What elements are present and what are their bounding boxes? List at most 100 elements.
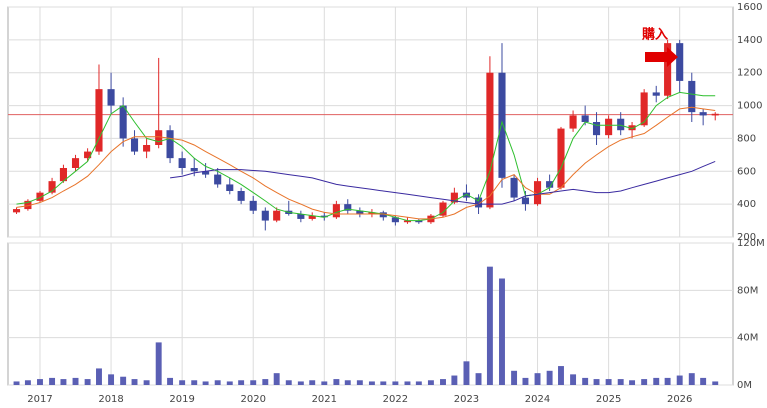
candle-body: [95, 89, 103, 152]
y-tick-label: 600: [737, 166, 756, 177]
x-tick-label: 2025: [596, 394, 621, 405]
moving-average: [16, 91, 716, 222]
candle-body: [119, 105, 127, 139]
moving-average: [170, 160, 716, 205]
volume-bar: [37, 379, 43, 385]
volume-bar: [629, 380, 636, 385]
volume-bar: [96, 368, 102, 385]
candle-body: [130, 138, 139, 152]
candle-body: [320, 215, 328, 218]
candle-body: [379, 212, 387, 218]
volume-bar: [404, 381, 411, 385]
volume-bar: [72, 377, 79, 385]
volume-bar: [570, 374, 577, 385]
volume-bar: [534, 373, 541, 385]
volume-bar: [712, 381, 719, 385]
volume-bar: [392, 381, 399, 385]
volume-bar: [49, 377, 56, 385]
candle-body: [332, 204, 340, 218]
candle-body: [640, 92, 648, 126]
candle-body: [84, 151, 92, 159]
y-tick-label: 1200: [737, 68, 762, 79]
volume-bar: [427, 380, 434, 385]
volume-bar: [582, 377, 589, 385]
candle-body: [676, 43, 684, 81]
candle-body: [273, 210, 281, 221]
volume-bar: [486, 266, 493, 385]
volume-bar: [511, 370, 518, 385]
candle-body: [450, 192, 458, 203]
candle-body: [533, 181, 542, 205]
y-tick-label: 200: [737, 232, 756, 243]
volume-bar: [676, 375, 683, 385]
volume-bar: [605, 379, 612, 385]
x-tick-label: 2017: [27, 394, 52, 405]
y-tick-label: 80M: [737, 285, 758, 296]
x-tick-label: 2018: [98, 394, 123, 405]
candle-body: [36, 192, 44, 201]
candle-body: [249, 200, 257, 211]
candle-body: [486, 72, 494, 208]
candle-body: [711, 113, 719, 116]
y-tick-label: 1000: [737, 101, 762, 112]
volume-bar: [463, 361, 470, 385]
candle-body: [190, 168, 198, 172]
candle-body: [12, 209, 21, 213]
x-tick-label: 2026: [667, 394, 692, 405]
candle-body: [59, 168, 67, 182]
volume-bar: [214, 380, 221, 385]
candle-body: [166, 130, 174, 159]
candle-body: [664, 43, 672, 96]
volume-bar: [285, 380, 292, 385]
volume-bar: [440, 379, 446, 385]
volume-bar: [309, 380, 316, 385]
y-tick-label: 1400: [737, 35, 762, 46]
candle-body: [699, 112, 707, 116]
volume-panel: [7, 242, 734, 386]
candle-body: [308, 215, 316, 219]
x-tick-label: 2022: [383, 394, 408, 405]
candle-body: [510, 177, 518, 198]
volume-bar: [593, 379, 600, 385]
y-tick-label: 0M: [737, 380, 752, 391]
candle-body: [71, 158, 80, 168]
volume-bar: [522, 377, 529, 385]
candle-body: [605, 118, 613, 136]
candle-body: [415, 220, 423, 223]
volume-bar: [333, 379, 340, 385]
candle-body: [688, 80, 696, 113]
candle-body: [237, 191, 245, 201]
candle-body: [391, 217, 399, 223]
volume-bar: [84, 379, 91, 385]
volume-bar: [344, 380, 351, 385]
candle-body: [498, 72, 506, 178]
candle-body: [521, 197, 530, 205]
volume-bar: [167, 377, 174, 385]
candle-body: [569, 115, 577, 129]
candle-body: [652, 92, 660, 96]
volume-bar: [191, 380, 198, 385]
volume-bar: [380, 381, 387, 385]
volume-bar: [108, 374, 115, 385]
volume-bar: [700, 377, 707, 385]
x-tick-label: 2019: [169, 394, 194, 405]
candle-body: [628, 125, 636, 131]
volume-bar: [321, 381, 328, 385]
x-tick-label: 2023: [454, 394, 479, 405]
candle-body: [297, 214, 305, 219]
volume-bar: [653, 377, 660, 385]
x-tick-label: 2020: [240, 394, 265, 405]
volume-bar: [131, 379, 138, 385]
candle-body: [474, 197, 483, 208]
candle-body: [344, 204, 352, 211]
volume-bar: [415, 381, 422, 385]
volume-bar: [451, 375, 458, 385]
volume-bar: [143, 380, 150, 385]
candle-body: [226, 184, 234, 191]
candle-body: [107, 89, 115, 106]
candle-body: [24, 200, 32, 210]
volume-bar: [238, 380, 245, 385]
volume-bar: [226, 381, 233, 385]
volume-bar: [617, 379, 624, 385]
